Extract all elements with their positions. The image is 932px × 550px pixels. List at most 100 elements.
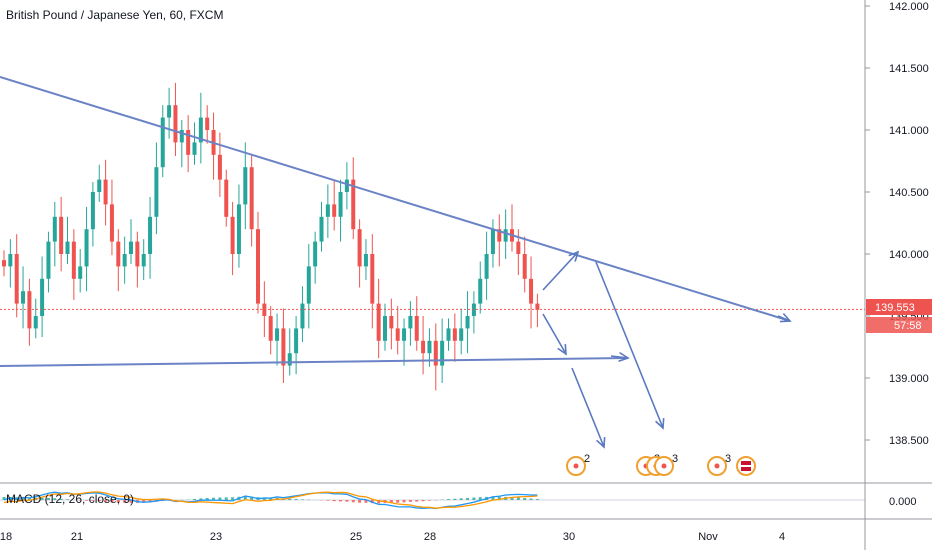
macd-histogram-bar bbox=[421, 500, 425, 502]
scenario-arrow-down-3[interactable] bbox=[571, 367, 605, 448]
macd-pane bbox=[0, 491, 865, 510]
macd-histogram-bar bbox=[523, 498, 527, 500]
candle-body bbox=[40, 278, 45, 316]
candle-body bbox=[97, 179, 102, 192]
candle-body bbox=[186, 130, 191, 155]
price-axis[interactable]: 142.000 141.500 141.000 140.500 140.000 139.5… bbox=[865, 1, 929, 447]
candle-body bbox=[103, 179, 108, 205]
candle-body bbox=[2, 260, 6, 267]
event-dot bbox=[661, 463, 667, 469]
macd-histogram-bar bbox=[466, 497, 470, 500]
macd-indicator-label[interactable]: MACD (12, 26, close, 9) bbox=[6, 492, 135, 506]
macd-histogram-bar bbox=[529, 498, 533, 500]
candle-body bbox=[198, 117, 203, 143]
macd-histogram-bar bbox=[389, 500, 393, 503]
drawings[interactable] bbox=[0, 76, 792, 449]
signal-line bbox=[3, 491, 538, 509]
macd-histogram-bar bbox=[427, 500, 431, 501]
candle-body bbox=[490, 229, 495, 254]
macd-histogram-bar bbox=[85, 500, 89, 501]
macd-histogram-bar bbox=[116, 500, 120, 503]
candle-body bbox=[363, 254, 368, 267]
candle-body bbox=[78, 266, 83, 279]
macd-histogram-bar bbox=[345, 500, 349, 502]
candle-body bbox=[338, 192, 343, 217]
macd-histogram-bar bbox=[224, 497, 228, 500]
event-count: 3 bbox=[725, 453, 731, 465]
candle-body bbox=[446, 328, 451, 341]
candle-body bbox=[224, 179, 229, 217]
candle-body bbox=[408, 316, 413, 329]
candle-body bbox=[192, 142, 197, 155]
time-tick-label: 25 bbox=[350, 531, 362, 543]
candle-body bbox=[395, 328, 400, 341]
candle-body bbox=[332, 204, 337, 217]
candle-body bbox=[243, 167, 248, 205]
candle-body bbox=[135, 241, 140, 267]
macd-histogram-bar bbox=[288, 498, 292, 500]
support-line[interactable] bbox=[0, 357, 629, 367]
macd-histogram-bar bbox=[339, 500, 343, 502]
event-badges[interactable]: 2833 bbox=[566, 453, 756, 476]
macd-histogram-bar bbox=[497, 496, 501, 500]
trendline-arrow[interactable] bbox=[777, 315, 791, 322]
candle-body bbox=[402, 328, 407, 341]
candle-body bbox=[256, 229, 260, 304]
macd-histogram-bar bbox=[396, 500, 400, 503]
macd-histogram-bar bbox=[351, 500, 355, 503]
scenario-arrow-down-1[interactable] bbox=[542, 313, 567, 355]
time-tick-label: 28 bbox=[424, 531, 436, 543]
candle-body bbox=[249, 167, 254, 230]
scenario-arrow-up[interactable] bbox=[542, 251, 579, 291]
scenario-arrow-down-2-head bbox=[655, 417, 665, 430]
macd-histogram-bar bbox=[269, 497, 273, 500]
candle-body bbox=[46, 241, 51, 279]
macd-histogram-bar bbox=[364, 500, 368, 503]
macd-histogram-bar bbox=[294, 499, 298, 500]
plot-area[interactable] bbox=[0, 0, 865, 482]
macd-histogram-bar bbox=[21, 497, 25, 500]
candle-body bbox=[452, 328, 457, 341]
candle-body bbox=[294, 328, 299, 354]
candle-body bbox=[357, 229, 362, 267]
candle-body bbox=[236, 204, 241, 254]
candle-body bbox=[281, 328, 286, 366]
candle-body bbox=[478, 278, 483, 304]
candle-body bbox=[33, 316, 38, 329]
macd-histogram-bar bbox=[53, 498, 57, 500]
candle-body bbox=[465, 316, 470, 329]
candle-body bbox=[8, 254, 13, 267]
candle-body bbox=[141, 254, 146, 267]
candle-body bbox=[529, 278, 534, 304]
time-axis[interactable]: 18 21 23 25 28 30 Nov 4 bbox=[0, 531, 785, 543]
candle-body bbox=[306, 266, 311, 304]
candle-body bbox=[205, 117, 210, 130]
macd-histogram-bar bbox=[231, 497, 235, 500]
candle-body bbox=[427, 340, 432, 354]
candle-body bbox=[109, 204, 114, 242]
candle-body bbox=[383, 316, 387, 341]
scenario-arrow-down-2[interactable] bbox=[595, 261, 664, 429]
scenario-arrow-up-head bbox=[568, 250, 580, 262]
macd-histogram-bar bbox=[59, 498, 63, 500]
macd-histogram-bar bbox=[453, 498, 457, 500]
descending-trendline[interactable] bbox=[0, 76, 791, 322]
last-price-tag: 139.553 57:58 bbox=[866, 299, 932, 333]
macd-line bbox=[3, 491, 538, 510]
last-price-value: 139.553 bbox=[875, 302, 915, 314]
macd-histogram-bar bbox=[326, 500, 330, 501]
macd-histogram-bar bbox=[447, 499, 450, 500]
macd-histogram-bar bbox=[415, 500, 419, 502]
support-arrow[interactable] bbox=[610, 355, 629, 359]
macd-histogram-bar bbox=[91, 500, 95, 501]
candle-body bbox=[300, 303, 305, 329]
price-tick-label: 138.500 bbox=[889, 435, 929, 447]
candle-body bbox=[319, 216, 324, 242]
scenario-arrow-down-3-head bbox=[596, 436, 606, 449]
macd-histogram-bar bbox=[104, 500, 108, 502]
candle-body bbox=[148, 216, 153, 254]
macd-histogram-bar bbox=[212, 497, 216, 500]
macd-zero-label: 0.000 bbox=[889, 496, 917, 508]
macd-histogram-bar bbox=[402, 500, 406, 503]
